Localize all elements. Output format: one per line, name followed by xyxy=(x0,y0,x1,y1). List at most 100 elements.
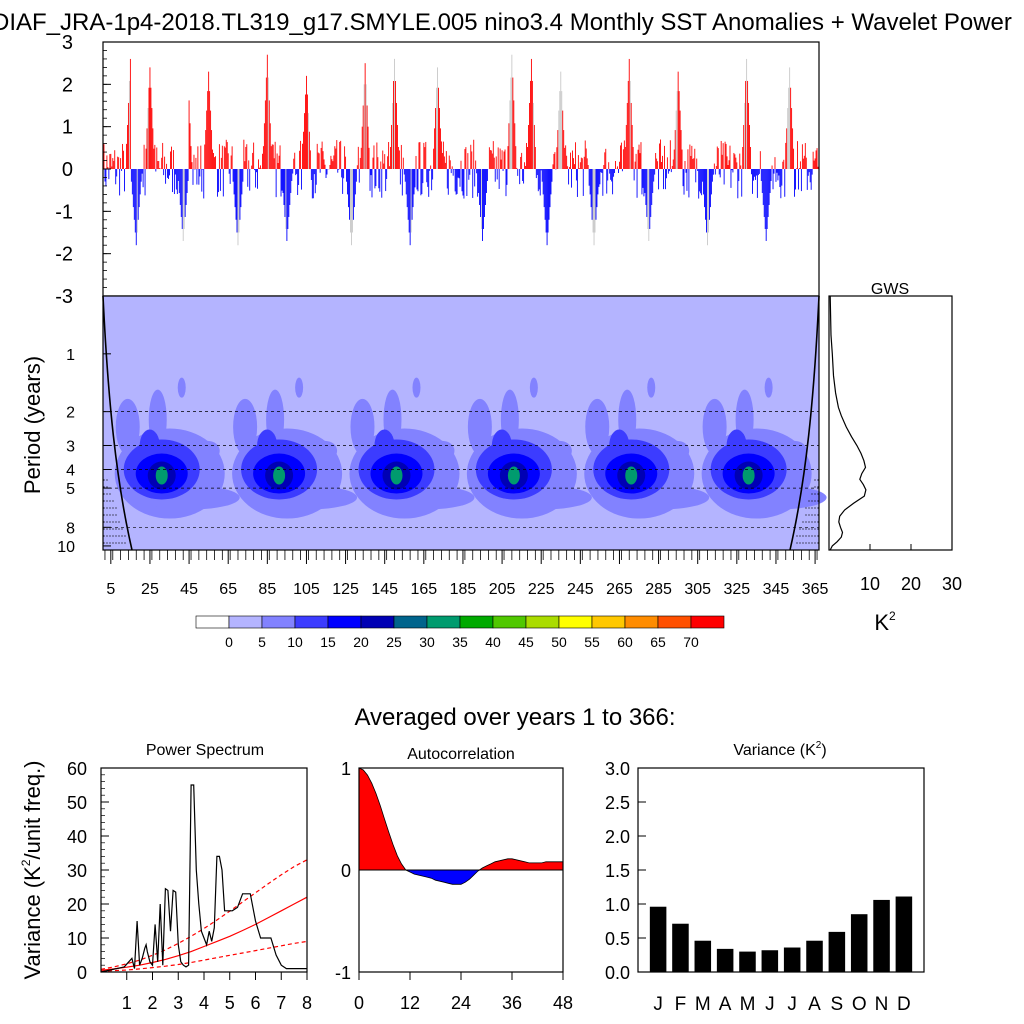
coi-dot xyxy=(811,514,813,516)
coi-dot xyxy=(115,514,117,516)
month-label: A xyxy=(719,994,732,1015)
y-tick-label: -3 xyxy=(55,286,73,308)
coi-dot xyxy=(124,535,126,537)
colorbar-label: 20 xyxy=(353,634,369,650)
period-reference-lines xyxy=(103,411,819,528)
wavelet-contour-level-10 xyxy=(139,429,160,462)
variance-bar xyxy=(850,914,868,972)
x-tick-label: 165 xyxy=(410,581,437,598)
coi-dot xyxy=(805,528,807,530)
coi-dot xyxy=(103,514,105,516)
y-tick-label: 40 xyxy=(67,827,87,847)
x-tick-label: 205 xyxy=(489,581,516,598)
averaged-subtitle: Averaged over years 1 to 366: xyxy=(354,704,675,731)
x-tick-label: 24 xyxy=(451,993,471,1013)
coi-dot xyxy=(817,500,819,502)
x-tick-label: 345 xyxy=(763,581,790,598)
month-label: J xyxy=(787,994,797,1015)
colorbar-swatch xyxy=(657,615,692,629)
coi-dot xyxy=(817,514,819,516)
wavelet-contour-level-10 xyxy=(726,429,747,462)
wavelet-contour-level-5 xyxy=(177,377,186,398)
coi-dot xyxy=(106,521,108,523)
colorbar-label: 30 xyxy=(419,634,435,650)
x-tick-label: 105 xyxy=(293,581,320,598)
wavelet-contour-level-5 xyxy=(529,377,538,398)
coi-dot xyxy=(805,514,807,516)
x-tick-label: 0 xyxy=(354,993,364,1013)
monthly-variance-panel: Variance (K2) J F M A M J J A S O N D3.02.52.01.51.… xyxy=(605,740,925,1015)
x-tick-label: 5 xyxy=(225,993,235,1013)
coi-dot xyxy=(103,500,105,502)
colorbar-label: 40 xyxy=(485,634,501,650)
coi-dot xyxy=(106,493,108,495)
x-tick-label: 10 xyxy=(860,574,880,594)
wavelet-contour-level-30 xyxy=(155,466,168,485)
coi-dot xyxy=(115,507,117,509)
y-tick-label: 10 xyxy=(67,929,87,949)
y-tick-label: 3 xyxy=(66,438,75,455)
coi-dot xyxy=(106,486,108,488)
wavelet-contour-level-5 xyxy=(547,440,572,461)
power-spectrum-panel: Power Spectrum 0 10 20 30 40 50 60 1 2 3 4 5 6 7 8 Var… xyxy=(19,742,312,1013)
colorbar-swatch xyxy=(591,615,626,629)
coi-dot xyxy=(109,542,111,544)
coi-dot xyxy=(811,507,813,509)
y-tick-label: 5 xyxy=(66,481,75,498)
wavelet-contour-level-5 xyxy=(115,398,140,455)
month-label: J xyxy=(765,994,775,1015)
coi-dot xyxy=(106,500,108,502)
x-tick-label: 85 xyxy=(258,581,276,598)
y-tick-label: 30 xyxy=(67,861,87,881)
coi-dot xyxy=(814,514,816,516)
colorbar-label: 15 xyxy=(320,634,336,650)
colorbar-label: 0 xyxy=(225,634,233,650)
autocorrelation-title: Autocorrelation xyxy=(407,746,515,763)
anomaly-bars xyxy=(102,54,819,246)
colorbar-label: 55 xyxy=(584,634,600,650)
global-wavelet-spectrum-panel: GWS 10 20 30 K2 xyxy=(828,281,962,635)
coi-dot xyxy=(112,500,114,502)
wavelet-contour-level-5 xyxy=(665,440,690,461)
power-spectrum-y-axis-label: Variance (K2/unit freq.) xyxy=(19,760,45,979)
gws-curve xyxy=(829,295,867,551)
coi-dot xyxy=(811,535,813,537)
monthly-variance-axes: J F M A M J J A S O N D3.02.52.01.51.00.50.0 xyxy=(605,759,911,1015)
coi-dot xyxy=(103,528,105,530)
colorbar-label: 35 xyxy=(452,634,468,650)
month-label: F xyxy=(675,994,687,1015)
x-tick-label: 145 xyxy=(371,581,398,598)
y-tick-label: 2.0 xyxy=(605,827,630,847)
month-label: S xyxy=(831,994,844,1015)
figure-title: DIAF_JRA-1p4-2018.TL319_g17.SMYLE.005 ni… xyxy=(0,9,1012,36)
coi-dot xyxy=(106,542,108,544)
autocorrelation-curve xyxy=(358,767,563,885)
wavelet-x-axis: 5 25 45 65 85 105 125 145 165 185 205 225 245 265 285 3… xyxy=(104,550,829,598)
y-tick-label: 2 xyxy=(62,74,73,96)
wavelet-contour-level-5 xyxy=(585,398,610,455)
wavelet-contour-level-5 xyxy=(412,377,421,398)
coi-dot xyxy=(118,521,120,523)
colorbar-swatch xyxy=(195,615,230,629)
coi-dot xyxy=(109,500,111,502)
coi-dot xyxy=(814,479,816,481)
coi-dot xyxy=(106,514,108,516)
colorbar-swatch xyxy=(426,615,461,629)
coi-dot xyxy=(808,521,810,523)
wavelet-contour-level-5 xyxy=(313,440,338,461)
y-tick-label: -2 xyxy=(55,244,73,266)
coi-dot xyxy=(817,507,819,509)
y-tick-label: 0 xyxy=(341,861,351,881)
coi-dot xyxy=(106,528,108,530)
coi-dot xyxy=(811,528,813,530)
autocorrelation-fill xyxy=(358,767,563,885)
coi-dot xyxy=(808,500,810,502)
colorbar-label: 10 xyxy=(287,634,303,650)
coi-dot xyxy=(817,535,819,537)
coi-dot xyxy=(118,542,120,544)
coi-dot xyxy=(817,528,819,530)
wavelet-contour-level-5 xyxy=(430,440,455,461)
wavelet-background xyxy=(103,296,819,550)
